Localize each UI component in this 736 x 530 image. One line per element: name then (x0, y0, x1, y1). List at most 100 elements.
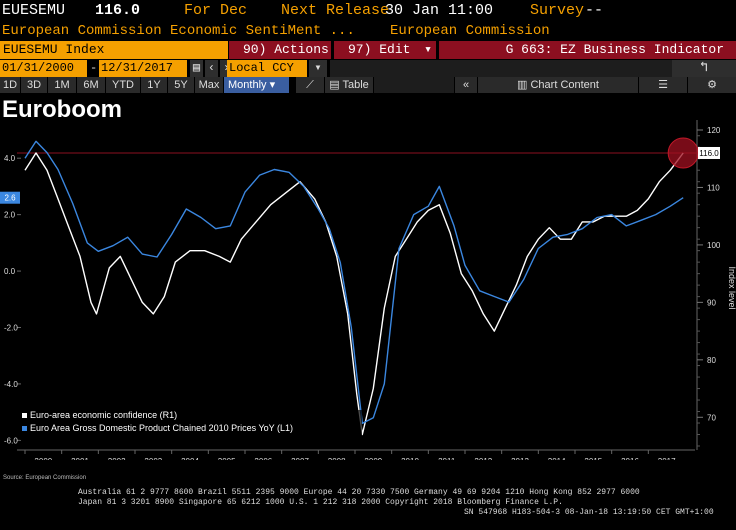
left-tick-label: 0.0 (4, 267, 16, 276)
source-note: Source: European Commission (3, 475, 87, 481)
x-tick-label: 2013 (511, 457, 529, 460)
start-date-input[interactable]: 01/31/2000 (0, 60, 87, 77)
security-source: European Commission (390, 23, 550, 39)
chevron-left-icon[interactable]: ‹ (205, 60, 218, 77)
period-6m[interactable]: 6M (77, 77, 106, 93)
x-tick-label: 2016 (621, 457, 639, 460)
period-ytd[interactable]: YTD (106, 77, 141, 93)
x-tick-label: 2008 (328, 457, 346, 460)
function-title: G 663: EZ Business Indicator (439, 41, 736, 59)
period-5y[interactable]: 5Y (168, 77, 195, 93)
right-tick-label: 110 (707, 183, 720, 192)
next-release-value: 30 Jan 11:00 (385, 2, 494, 19)
actions-num: 90 (243, 42, 259, 57)
footer-line-1: Australia 61 2 9777 8600 Brazil 5511 239… (78, 488, 640, 497)
function-title-text: G 663: EZ Business Indicator (505, 42, 724, 57)
chevron-down-icon: ▾ (424, 42, 432, 57)
last-value-left-text: 2.6 (4, 194, 16, 203)
actions-menu[interactable]: 90) Actions ▾ (229, 41, 331, 75)
x-tick-label: 2000 (34, 457, 52, 460)
line-chart-icon[interactable]: ⟋ (296, 77, 325, 93)
end-date-input[interactable]: 12/31/2017 (99, 60, 187, 77)
currency-select[interactable]: Local CCY (227, 60, 307, 77)
last-value: 116.0 (95, 2, 141, 19)
header-bar: EUESEMU 116.0 For Dec Next Release 30 Ja… (0, 0, 736, 22)
period-3d[interactable]: 3D (21, 77, 48, 93)
date-separator: - (90, 61, 98, 75)
left-tick-label: 4.0 (4, 154, 16, 163)
end-date-text: 12/31/2017 (101, 61, 174, 75)
gear-icon[interactable]: ⚙ (688, 77, 736, 93)
toolbar-spacer (374, 77, 455, 93)
x-tick-label: 2004 (181, 457, 199, 460)
period-1y[interactable]: 1Y (141, 77, 168, 93)
right-axis: 120 110 100 90 80 70 Index level (697, 126, 736, 447)
currency-text: Local CCY (229, 61, 294, 75)
x-tick-label: 2007 (291, 457, 309, 460)
footer-line-2: Japan 81 3 3201 8900 Singapore 65 6212 1… (78, 498, 563, 507)
x-axis: 2000 2001 2002 2003 2004 2005 2006 2007 2008 2009… (24, 450, 676, 460)
x-tick-label: 2002 (108, 457, 126, 460)
chart-title: Euroboom (2, 96, 122, 123)
footer: Australia 61 2 9777 8600 Brazil 5511 239… (0, 486, 736, 530)
series-group (24, 140, 684, 436)
survey-label: Survey (530, 2, 585, 19)
edit-num: 97 (348, 42, 364, 57)
footer-line-3: SN 547968 H183-504-3 08-Jan-18 13:19:50 … (464, 508, 714, 517)
chevrons-left-icon[interactable]: « (455, 77, 478, 93)
right-tick-label: 70 (707, 413, 716, 422)
chevron-down-icon: ▾ (269, 79, 276, 91)
table-icon: ▤ (329, 79, 340, 91)
periodicity-select[interactable]: Monthly ▾ (224, 77, 290, 93)
left-tick-label: -4.0 (4, 380, 18, 389)
chart: 2000 2001 2002 2003 2004 2005 2006 2007 2008 2009… (0, 120, 736, 460)
right-tick-label: 80 (707, 356, 716, 365)
right-tick-label: 120 (707, 126, 721, 135)
left-tick-label: -6.0 (4, 436, 18, 445)
start-date-text: 01/31/2000 (2, 61, 75, 75)
left-tick-label: -2.0 (4, 324, 18, 333)
table-button[interactable]: ▤ Table (325, 77, 374, 93)
chart-content-label: Chart Content (530, 79, 599, 91)
x-tick-label: 2012 (474, 457, 492, 460)
markers: 116.0 2.6 (0, 137, 720, 204)
right-tick-label: 90 (707, 298, 716, 307)
chevron-down-icon[interactable]: ▾ (309, 60, 327, 77)
list-icon[interactable]: ☰ (639, 77, 688, 93)
period-max[interactable]: Max (195, 77, 224, 93)
periodicity-text: Monthly (228, 79, 267, 91)
return-arrow-icon[interactable]: ↰ (672, 60, 736, 77)
chart-content-button[interactable]: ▥ Chart Content (478, 77, 639, 93)
edit-label: Edit (379, 42, 411, 57)
legend-swatch-0 (22, 413, 27, 418)
x-tick-label: 2003 (144, 457, 162, 460)
period-bar: 1D 3D 1M 6M YTD 1Y 5Y Max Monthly ▾ ⟋ ▤ … (0, 77, 736, 93)
right-axis-label: Index level (727, 266, 736, 309)
last-value-right-text: 116.0 (699, 149, 719, 158)
toolbar: EUESEMU Index 90) Actions ▾ 97) Edit ▾ G… (0, 41, 736, 75)
highlight-circle (667, 137, 699, 169)
right-tick-label: 100 (707, 241, 721, 250)
legend-label-0: Euro-area economic confidence (R1) (30, 410, 177, 420)
x-tick-label: 2010 (401, 457, 419, 460)
legend: Euro-area economic confidence (R1) Euro A… (20, 410, 362, 440)
edit-menu[interactable]: 97) Edit ▾ (334, 41, 436, 59)
period-1d[interactable]: 1D (0, 77, 21, 93)
series-line-1 (24, 140, 684, 425)
x-tick-label: 2017 (658, 457, 676, 460)
toolbar-spacer (330, 60, 736, 77)
series-line-0 (24, 152, 684, 436)
security-field[interactable]: EUESEMU Index (0, 41, 228, 59)
legend-label-1: Euro Area Gross Domestic Product Chained… (30, 423, 293, 433)
legend-swatch-1 (22, 426, 27, 431)
calendar-icon[interactable]: ▤ (190, 60, 203, 77)
last-value-left-badge (0, 191, 20, 204)
legend-box (20, 410, 362, 440)
next-release-label: Next Release (281, 2, 390, 19)
period-1m[interactable]: 1M (48, 77, 77, 93)
x-tick-label: 2005 (218, 457, 236, 460)
table-label: Table (342, 79, 369, 91)
date-range-bar: 01/31/2000 - 12/31/2017 ▤ ‹ › Local CCY … (0, 60, 736, 77)
ticker: EUESEMU (2, 2, 66, 19)
